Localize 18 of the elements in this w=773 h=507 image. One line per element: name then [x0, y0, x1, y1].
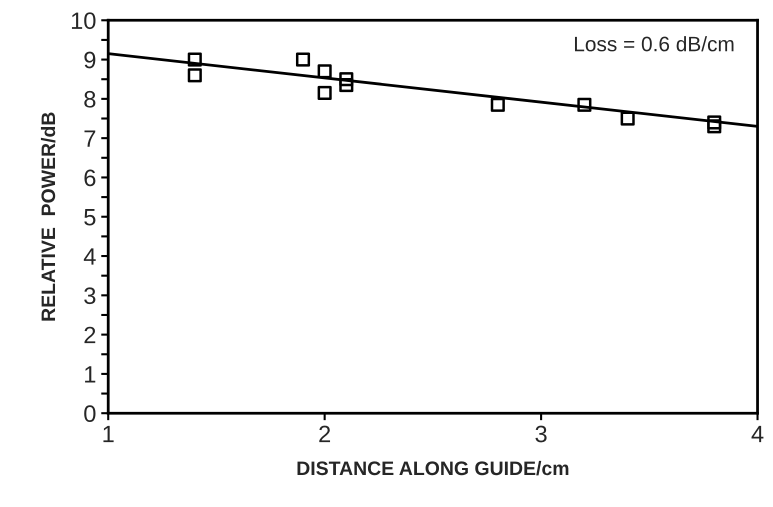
- y-tick-label: 5: [84, 209, 96, 226]
- y-tick-label: 6: [84, 170, 96, 186]
- y-tick-label: 3: [84, 287, 96, 304]
- x-tick-label: 3: [535, 426, 547, 442]
- y-tick-label: 2: [84, 326, 96, 344]
- y-tick-label: 10: [72, 12, 96, 30]
- y-axis-title: RELATIVE POWER/dB: [40, 112, 56, 321]
- annotation: Loss = 0.6 dB/cm: [574, 36, 734, 52]
- y-tick-label: 1: [85, 366, 96, 382]
- y-tick-label: 9: [84, 52, 96, 68]
- x-tick-label: 2: [319, 426, 330, 442]
- y-tick-label: 8: [84, 90, 96, 108]
- y-tick-label: 7: [84, 130, 96, 147]
- x-axis-title: DISTANCE ALONG GUIDE/cm: [298, 460, 568, 476]
- y-tick-label: 0: [84, 405, 96, 422]
- y-tick-label: 4: [84, 248, 96, 265]
- x-tick-label: 1: [103, 426, 114, 442]
- x-tick-label: 4: [752, 426, 764, 442]
